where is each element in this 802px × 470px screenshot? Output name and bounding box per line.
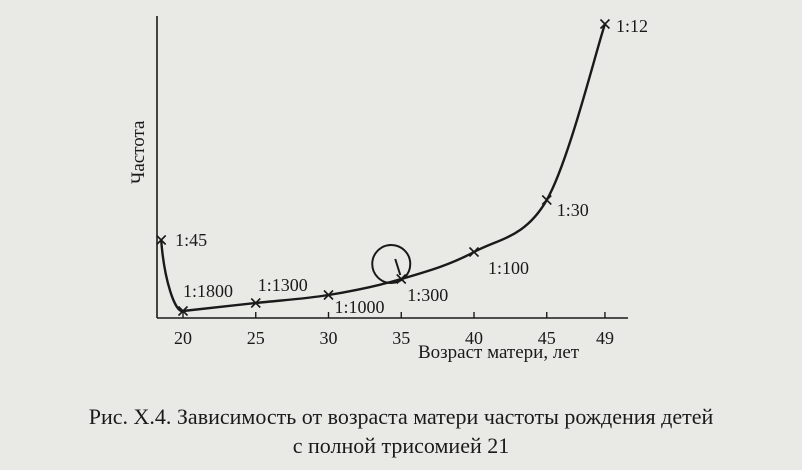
data-point-label: 1:1300 — [258, 275, 308, 295]
x-ticks: 20 25 30 35 40 45 49 — [174, 312, 614, 348]
x-tick-label: 45 — [538, 328, 556, 348]
data-point-label: 1:1800 — [183, 281, 233, 301]
data-point-label: 1:12 — [616, 16, 648, 36]
data-point-marker — [599, 18, 611, 30]
figure-caption: Рис. X.4. Зависимость от возраста матери… — [0, 402, 802, 460]
data-point-label: 1:45 — [175, 230, 207, 250]
highlight-circle — [371, 244, 412, 284]
data-point-label: 1:300 — [407, 285, 448, 305]
data-point-label: 1:1000 — [335, 297, 385, 317]
data-point-marker — [250, 297, 261, 309]
highlight-tick — [394, 258, 402, 276]
caption-line-2: с полной трисомией 21 — [292, 433, 510, 458]
x-tick-label: 30 — [320, 328, 338, 348]
data-point-marker — [177, 305, 189, 317]
caption-line-1: Рис. X.4. Зависимость от возраста матери… — [88, 404, 714, 429]
data-point-label: 1:30 — [557, 200, 589, 220]
point-labels: 1:45 1:1800 1:1300 1:1000 1:300 1:100 1:30 1:12 — [175, 16, 648, 317]
x-tick-label: 35 — [392, 328, 410, 348]
axes — [156, 16, 628, 319]
x-axis-label: Возраст матери, лет — [418, 342, 580, 363]
data-point-marker — [323, 289, 334, 301]
series-curve — [159, 22, 607, 313]
data-point-marker — [156, 234, 167, 246]
chart-svg: 20 25 30 35 40 45 49 1:45 1:1800 1:1300 1:1000 1:3… — [128, 16, 648, 363]
point-markers — [156, 18, 611, 317]
data-point-marker — [541, 194, 552, 206]
x-tick-label: 20 — [174, 328, 192, 348]
y-axis-label: Частота — [128, 120, 149, 184]
x-tick-label: 25 — [247, 328, 265, 348]
x-tick-label: 49 — [596, 328, 614, 348]
x-tick-label: 40 — [465, 328, 483, 348]
data-point-label: 1:100 — [488, 258, 529, 278]
data-point-marker — [468, 246, 480, 258]
